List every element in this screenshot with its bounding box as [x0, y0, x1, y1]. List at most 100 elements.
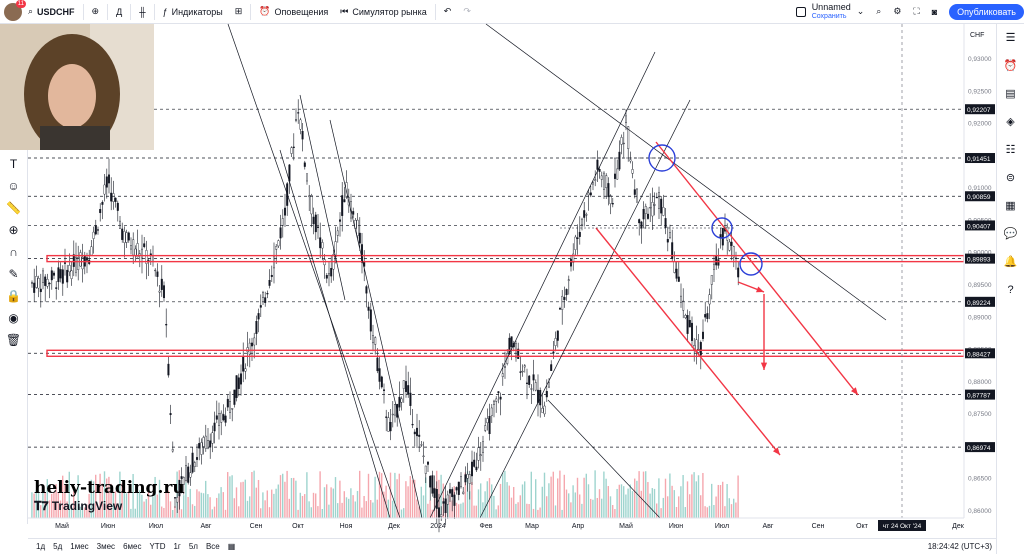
help-icon[interactable]: ? — [1007, 284, 1014, 296]
candle-body — [206, 440, 209, 449]
candle-body — [167, 363, 170, 376]
watchlist-icon[interactable]: ☰ — [1005, 32, 1016, 44]
volume-bar — [240, 482, 242, 518]
clock[interactable]: 18:24:42 (UTC+3) — [927, 542, 992, 551]
indicators-button[interactable]: ƒ Индикаторы — [157, 0, 229, 24]
price-label-bg — [965, 153, 995, 164]
replay-button[interactable]: ⏮ Симулятор рынка — [334, 0, 432, 24]
time-axis[interactable]: Май Июн Июл Авг Сен Окт Ноя Дек 2024 Фев Мар Апр Май… — [28, 517, 965, 531]
trash-icon[interactable]: 🗑 — [5, 333, 22, 347]
candle-body — [33, 282, 36, 293]
candle-body — [262, 292, 265, 298]
right-sidebar: ☰ ⏰ ▤ ◈ ☷ ⊜ ▦ 💬 🔔 ? — [996, 24, 1024, 554]
candle-body — [345, 182, 348, 198]
layout-name: Unnamed — [811, 1, 851, 12]
text-tool-icon[interactable]: T — [9, 157, 18, 171]
volume-bar — [352, 495, 354, 518]
candle-body — [317, 226, 320, 228]
chart-type-button[interactable]: ╫ — [133, 0, 151, 24]
volume-bar — [403, 508, 405, 518]
snapshot-button[interactable]: ◙ — [926, 0, 943, 24]
compare-button[interactable]: ⊕ — [86, 0, 106, 24]
time-label: Сен — [812, 523, 825, 530]
alerts-icon[interactable]: ⏰ — [1003, 60, 1018, 72]
red-arrow-line — [655, 141, 859, 396]
undo-button[interactable]: ↶ — [438, 0, 458, 24]
time-label: Сен — [250, 523, 263, 530]
templates-button[interactable]: ⊞ — [229, 0, 249, 24]
candle-body — [281, 218, 284, 226]
range-5y[interactable]: 5л — [188, 542, 198, 551]
quick-search-button[interactable]: ⌕ — [870, 0, 887, 24]
volume-bar — [614, 509, 616, 518]
candle-body — [209, 440, 212, 448]
volume-bar — [658, 478, 660, 518]
price-label: 0,90859 — [967, 194, 991, 201]
volume-bar — [79, 506, 81, 518]
time-label: Май — [55, 522, 69, 530]
notification-badge: 11 — [15, 0, 26, 8]
interval-button[interactable]: Д — [116, 6, 123, 17]
volume-bar — [552, 471, 554, 518]
volume-bar — [220, 487, 222, 518]
candle-body — [666, 239, 669, 243]
candle-body — [228, 401, 231, 413]
calendar-icon[interactable]: ▦ — [1005, 200, 1016, 212]
time-label: Июн — [101, 523, 115, 530]
lock-icon[interactable]: 🔒 — [6, 289, 21, 303]
time-label: 2024 — [430, 523, 446, 530]
candle-body — [499, 396, 502, 400]
volume-bar — [312, 492, 315, 518]
volume-bar — [730, 504, 733, 518]
range-6m[interactable]: 6мес — [123, 542, 142, 551]
layout-button[interactable]: Unnamed Сохранить ⌄ — [790, 0, 871, 24]
notifications-icon[interactable]: 🔔 — [1003, 256, 1018, 268]
volume-bar — [222, 492, 224, 518]
ruler-icon[interactable]: 📏 — [6, 201, 21, 215]
ideas-icon[interactable]: ☷ — [1005, 144, 1016, 156]
candle-body — [651, 202, 654, 217]
candle-body — [422, 455, 425, 457]
range-5d[interactable]: 5д — [53, 542, 63, 551]
time-label: Май — [619, 522, 633, 530]
volume-bar — [172, 509, 174, 518]
emoji-icon[interactable]: ☺ — [7, 179, 20, 193]
candlesticks — [31, 99, 740, 533]
chat-icon[interactable]: 💬 — [1003, 228, 1018, 240]
zoom-in-icon[interactable]: ⊕ — [8, 223, 19, 237]
news-icon[interactable]: ▤ — [1005, 88, 1016, 100]
range-1y[interactable]: 1г — [173, 542, 181, 551]
hotlist-icon[interactable]: ⊜ — [1005, 172, 1016, 184]
price-axis[interactable]: CHF0,930000,925000,920000,915000,910000,… — [963, 24, 996, 518]
candle-body — [165, 324, 168, 326]
volume-bar — [640, 490, 642, 518]
alerts-button[interactable]: ⏰ Оповещения — [253, 0, 334, 24]
symbol-search[interactable]: ⌕ USDCHF — [22, 0, 81, 24]
redo-button[interactable]: ↷ — [457, 0, 477, 24]
candle-body — [649, 207, 652, 209]
candle-body — [330, 267, 333, 277]
volume-bar — [691, 474, 693, 518]
range-3m[interactable]: 3мес — [96, 542, 116, 551]
candle-body — [644, 206, 647, 214]
volume-bar — [310, 507, 312, 518]
magnet-icon[interactable]: ∩ — [9, 245, 18, 259]
pencil-lock-icon[interactable]: ✎ — [8, 267, 19, 281]
volume-bar — [367, 473, 370, 518]
settings-button[interactable]: ⚙ — [887, 0, 907, 24]
publish-button[interactable]: Опубликовать — [949, 3, 1024, 20]
range-1d[interactable]: 1д — [36, 542, 46, 551]
user-avatar[interactable]: 11 — [4, 0, 26, 21]
eye-icon[interactable]: ◉ — [8, 311, 19, 325]
layers-icon[interactable]: ◈ — [1006, 116, 1015, 128]
date-range-icon[interactable]: ▦ — [227, 542, 236, 551]
candle-body — [550, 364, 553, 371]
candle-body — [418, 434, 421, 437]
volume-bar — [638, 471, 640, 518]
range-all[interactable]: Все — [205, 542, 220, 551]
range-ytd[interactable]: YTD — [149, 542, 166, 551]
candle-body — [202, 437, 205, 447]
fullscreen-button[interactable]: ⛶ — [907, 0, 925, 24]
range-1m[interactable]: 1мес — [70, 542, 89, 551]
